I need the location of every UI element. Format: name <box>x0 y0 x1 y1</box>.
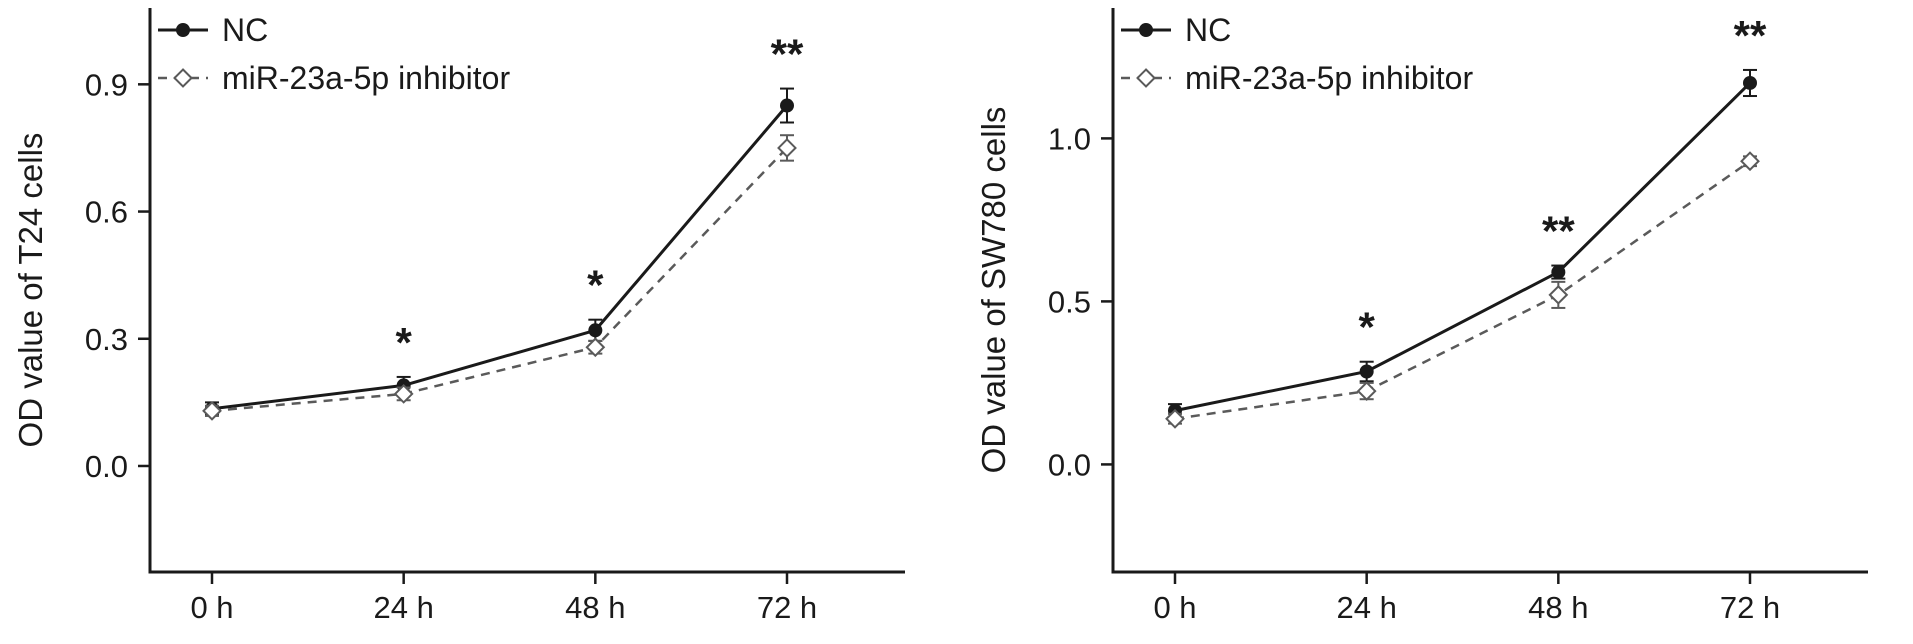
y-tick-label: 0.5 <box>1048 284 1091 319</box>
open-diamond-marker <box>1356 381 1377 401</box>
open-diamond-marker <box>202 400 222 421</box>
panel-t24: 0.0 0.3 0.6 0.9 0 h 24 h 48 h 72 h OD value of T… <box>0 0 950 644</box>
filled-circle-marker <box>1551 265 1566 280</box>
x-tick-label: 0 h <box>190 590 233 625</box>
x-tick-label: 48 h <box>1528 590 1588 625</box>
significance-marker: ** <box>771 31 804 78</box>
series-line-inhibitor <box>211 147 788 413</box>
y-tick-label: 0.0 <box>85 449 128 484</box>
y-tick-label: 0.0 <box>1048 447 1091 482</box>
x-tick-label: 24 h <box>373 590 433 625</box>
filled-circle-marker <box>588 323 603 338</box>
significance-marker: * <box>1358 304 1375 351</box>
open-diamond-marker <box>1165 408 1185 429</box>
x-tick-label: 72 h <box>757 590 817 625</box>
filled-circle-marker <box>1359 364 1374 379</box>
legend-label: NC <box>222 12 268 48</box>
x-tick-label: 0 h <box>1153 590 1196 625</box>
series-line-inhibitor <box>1174 160 1751 421</box>
open-diamond-marker <box>1740 151 1760 172</box>
open-diamond-marker <box>585 337 606 358</box>
significance-marker: * <box>395 319 412 366</box>
open-diamond-marker <box>777 138 797 158</box>
y-axis-title: OD value of SW780 cells <box>975 107 1012 474</box>
y-axis-title: OD value of T24 cells <box>12 133 49 448</box>
series-line-nc <box>211 104 789 411</box>
significance-marker: * <box>587 262 604 309</box>
open-diamond-marker <box>1136 68 1156 88</box>
open-diamond-marker <box>393 383 414 404</box>
series-line-nc <box>1174 81 1752 413</box>
filled-circle-marker <box>176 23 190 37</box>
t24-od-line-chart: 0.0 0.3 0.6 0.9 0 h 24 h 48 h 72 h OD value of T… <box>12 8 905 625</box>
legend-label: miR-23a-5p inhibitor <box>222 60 510 96</box>
y-tick-label: 0.9 <box>85 67 128 102</box>
y-tick-label: 0.3 <box>85 322 128 357</box>
open-diamond-marker <box>173 68 193 88</box>
sw780-od-line-chart: 0.0 0.5 1.0 0 h 24 h 48 h 72 h OD value of SW78… <box>975 8 1868 625</box>
panel-sw780: 0.0 0.5 1.0 0 h 24 h 48 h 72 h OD value of SW78… <box>963 0 1913 644</box>
filled-circle-marker <box>1139 23 1153 37</box>
legend-label: NC <box>1185 12 1231 48</box>
legend-label: miR-23a-5p inhibitor <box>1185 60 1473 96</box>
x-tick-label: 72 h <box>1720 590 1780 625</box>
filled-circle-marker <box>1743 75 1757 90</box>
significance-marker: ** <box>1734 12 1767 59</box>
x-tick-label: 48 h <box>565 590 625 625</box>
x-tick-label: 24 h <box>1336 590 1396 625</box>
significance-marker: ** <box>1542 208 1575 255</box>
open-diamond-marker <box>1548 284 1569 305</box>
filled-circle-marker <box>780 98 794 113</box>
y-tick-label: 1.0 <box>1048 121 1091 156</box>
y-tick-label: 0.6 <box>85 195 128 230</box>
